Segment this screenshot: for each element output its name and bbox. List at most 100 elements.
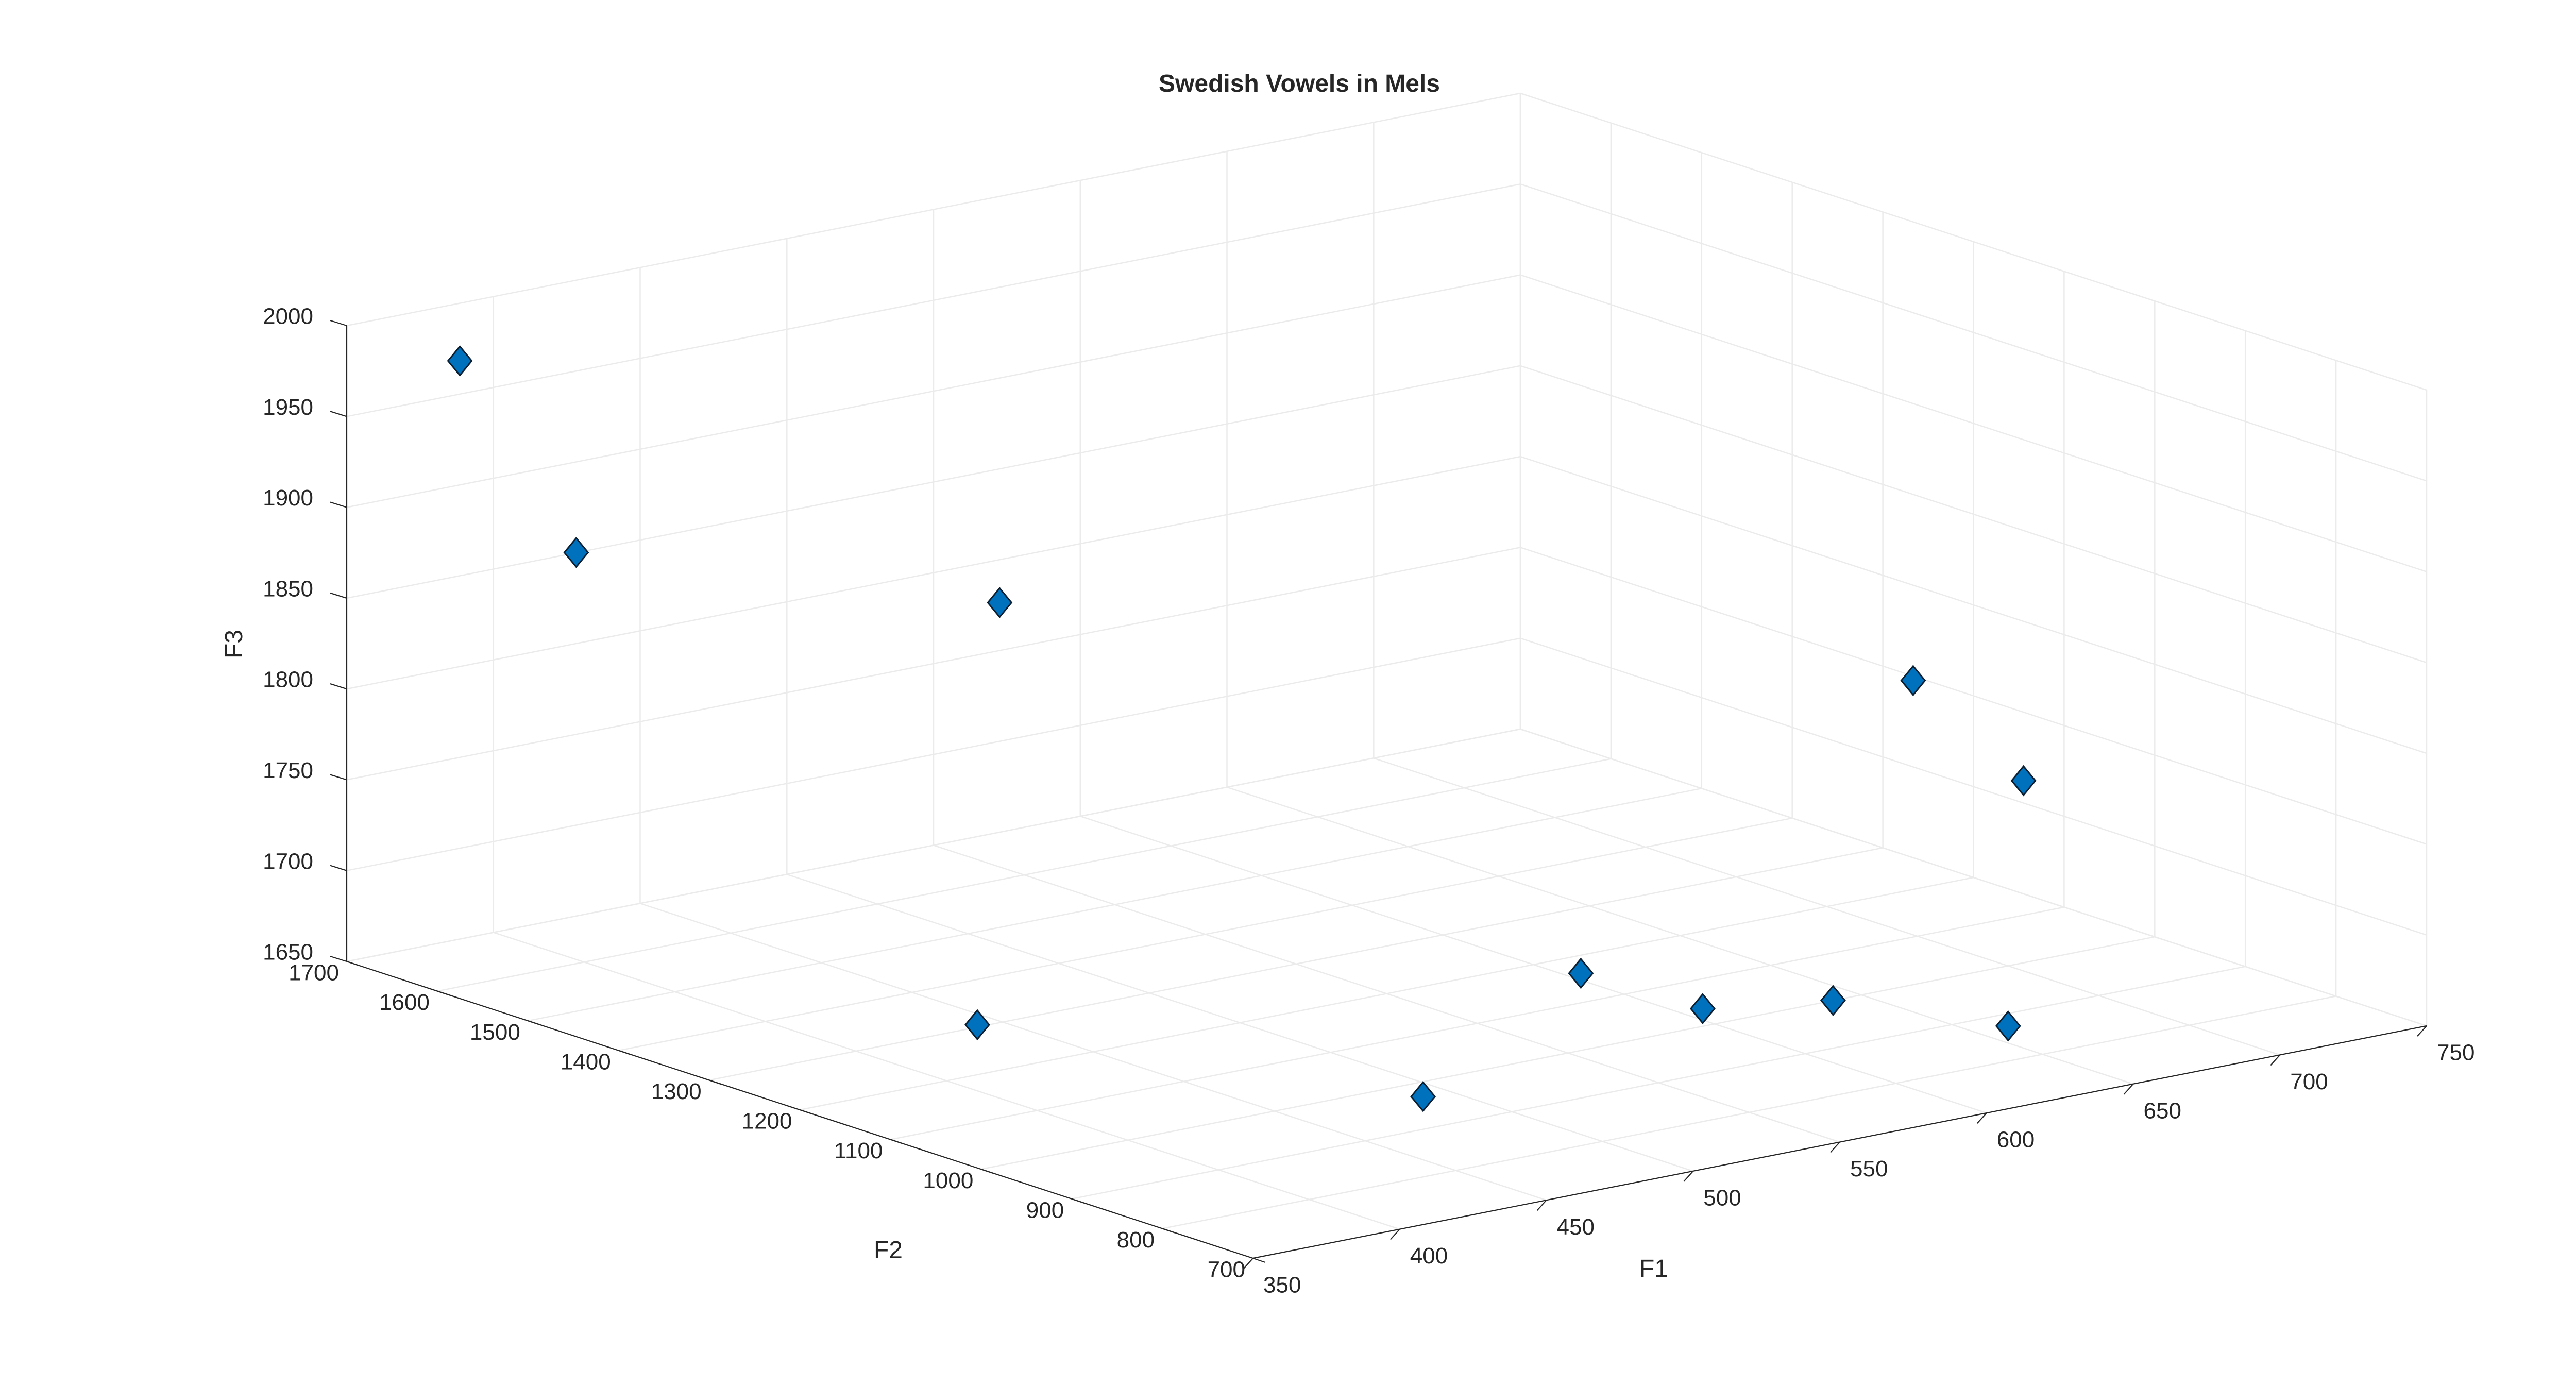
z-tick-label: 1900 — [263, 485, 313, 511]
y-tick-mark — [618, 1050, 632, 1055]
data-point-marker — [2010, 765, 2037, 797]
data-point-marker — [1820, 985, 1846, 1017]
grid-line — [1520, 455, 2427, 754]
y-tick-mark — [709, 1079, 722, 1085]
y-tick-label: 1300 — [651, 1079, 702, 1104]
z-tick-label: 1950 — [263, 395, 313, 420]
grid-line — [890, 906, 2064, 1140]
grid-line — [1071, 966, 2246, 1200]
z-tick-mark — [330, 501, 347, 508]
y-tick-label: 700 — [1208, 1257, 1245, 1282]
x-tick-label: 350 — [1263, 1273, 1301, 1298]
grid-line — [1162, 995, 2336, 1229]
data-point-marker — [1995, 1010, 2021, 1042]
data-point-marker — [1410, 1080, 1436, 1112]
y-tick-label: 1600 — [379, 990, 430, 1015]
x-tick-mark — [1976, 1112, 1987, 1124]
tick-labels: 350 400 450 500 550 600 650 700 750 700 800 900 1000… — [263, 304, 2475, 1298]
grid-line — [346, 92, 1521, 327]
y-tick-label: 800 — [1117, 1227, 1155, 1253]
y-tick-mark — [528, 1020, 541, 1026]
y-tick-label: 1200 — [742, 1109, 792, 1134]
grid-line — [528, 787, 1702, 1022]
grid-line — [800, 876, 1974, 1111]
x-tick-label: 500 — [1703, 1186, 1741, 1211]
x-tick-mark — [1243, 1258, 1253, 1269]
y-tick-label: 1500 — [470, 1020, 520, 1045]
x-tick-mark — [1830, 1141, 1840, 1153]
z-tick-label: 2000 — [263, 304, 313, 329]
y-tick-label: 1000 — [923, 1168, 973, 1193]
grid-line — [1520, 637, 2427, 936]
y-tick-mark — [1071, 1198, 1084, 1204]
grid-line — [437, 758, 1612, 992]
z-tick-mark — [330, 319, 347, 327]
y-tick-mark — [800, 1109, 812, 1115]
x-tick-mark — [2270, 1054, 2281, 1066]
y-axis-label: F2 — [874, 1237, 903, 1264]
z-tick-label: 1750 — [263, 758, 313, 783]
data-markers — [447, 345, 2037, 1112]
x-tick-label: 550 — [1850, 1156, 1888, 1181]
x-tick-mark — [2123, 1084, 2134, 1095]
y-tick-mark — [1162, 1228, 1175, 1234]
z-tick-mark — [330, 774, 347, 781]
x-tick-label: 400 — [1410, 1243, 1448, 1269]
grid-line — [1520, 365, 2427, 664]
y-tick-label: 1400 — [561, 1049, 611, 1074]
y-tick-mark — [890, 1139, 903, 1144]
data-point-marker — [1689, 993, 1716, 1024]
y-tick-mark — [980, 1169, 994, 1174]
z-tick-mark — [330, 592, 347, 599]
z-tick-mark — [330, 411, 347, 417]
grid-line — [346, 637, 1521, 871]
data-point-marker — [1900, 665, 1926, 697]
grid-line — [346, 365, 1521, 599]
chart-title: Swedish Vowels in Mels — [1159, 70, 1440, 97]
grid-line — [1520, 92, 2427, 391]
z-tick-label: 1800 — [263, 667, 313, 692]
z-tick-mark — [330, 865, 347, 871]
grid-line — [1520, 183, 2427, 482]
grid-line — [1520, 547, 2427, 845]
grid-line — [618, 817, 1792, 1052]
y-tick-label: 900 — [1026, 1197, 1064, 1223]
grid-line — [709, 847, 1883, 1081]
grid-line — [346, 274, 1521, 508]
grid-line — [981, 936, 2155, 1170]
y-tick-mark — [437, 990, 450, 996]
y-tick-mark — [1252, 1257, 1266, 1263]
y-tick-label: 1700 — [289, 960, 339, 986]
x-tick-label: 450 — [1557, 1214, 1595, 1240]
z-tick-label: 1650 — [263, 940, 313, 965]
z-axis-label: F3 — [221, 630, 248, 658]
y-tick-label: 1100 — [834, 1138, 883, 1163]
grid-line — [346, 183, 1521, 417]
data-point-marker — [987, 587, 1013, 618]
grid-lines — [346, 92, 2428, 1259]
z-tick-label: 1700 — [263, 849, 313, 874]
data-point-marker — [964, 1009, 990, 1041]
data-point-marker — [1568, 957, 1594, 989]
x-tick-label: 750 — [2437, 1040, 2475, 1066]
x-tick-mark — [1683, 1171, 1694, 1182]
x-tick-mark — [1536, 1200, 1547, 1211]
x-tick-mark — [1389, 1228, 1400, 1240]
z-tick-label: 1850 — [263, 577, 313, 602]
x-tick-label: 700 — [2290, 1069, 2328, 1094]
grid-line — [346, 547, 1521, 781]
grid-line — [346, 455, 1521, 690]
y-tick-mark — [346, 960, 360, 967]
grid-line — [1520, 274, 2427, 572]
z-tick-mark — [330, 683, 347, 690]
axes — [330, 319, 2427, 1269]
z-tick-mark — [330, 955, 347, 962]
grid-line — [346, 728, 1521, 962]
data-point-marker — [447, 345, 473, 377]
x-tick-mark — [2417, 1025, 2427, 1037]
x-tick-label: 600 — [1997, 1127, 2035, 1153]
data-point-marker — [563, 536, 589, 568]
x-tick-label: 650 — [2144, 1098, 2181, 1123]
x-axis-label: F1 — [1639, 1255, 1668, 1282]
